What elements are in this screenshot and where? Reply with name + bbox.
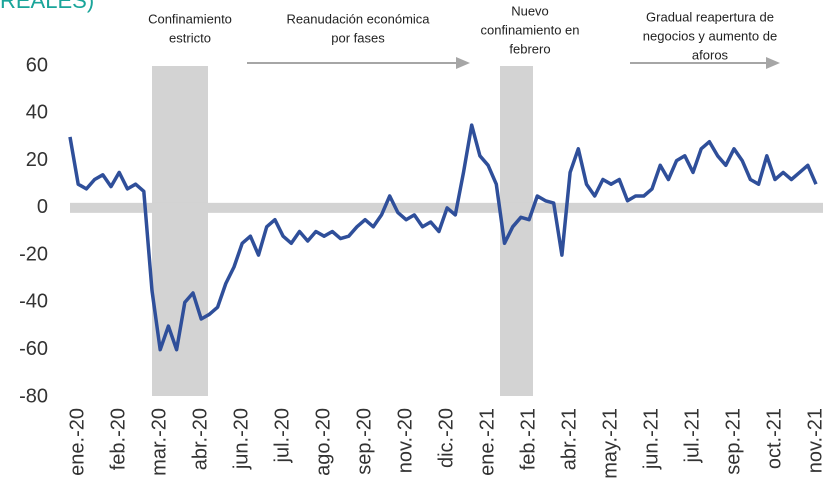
annotation: aforos: [692, 47, 729, 62]
annotation: por fases: [331, 30, 385, 45]
y-tick-label: -60: [19, 338, 48, 360]
x-tick-label: feb.-21: [517, 408, 539, 470]
x-tick-label: abr.-21: [558, 408, 580, 470]
arrow: [247, 57, 470, 69]
annotation: Reanudación económica: [286, 11, 430, 26]
x-tick-label: nov.-21: [804, 408, 823, 473]
annotation: negocios y aumento de: [643, 28, 777, 43]
x-tick-label: ene.-21: [476, 408, 498, 476]
x-tick-label: ene.-20: [66, 408, 88, 476]
chart-title: REALES): [0, 0, 94, 13]
x-tick-label: jul.-20: [271, 408, 293, 463]
x-tick-label: oct.-21: [763, 408, 785, 469]
x-tick-label: jun.-21: [640, 408, 662, 470]
annotation: Confinamiento: [148, 11, 232, 26]
x-tick-label: mar.-20: [148, 408, 170, 476]
x-tick-label: feb.-20: [107, 408, 129, 470]
y-tick-label: 20: [26, 149, 48, 171]
arrow: [630, 57, 780, 69]
x-tick-label: jul.-21: [681, 408, 703, 463]
annotation: confinamiento en: [480, 22, 579, 37]
shaded-period: [500, 66, 533, 396]
annotation: Gradual reapertura de: [646, 9, 774, 24]
y-tick-label: -80: [19, 385, 48, 407]
shaded-period: [152, 66, 208, 396]
annotation: Nuevo: [511, 3, 549, 18]
annotation: febrero: [509, 41, 550, 56]
x-tick-label: ago.-20: [312, 408, 334, 476]
annotation: estricto: [169, 30, 211, 45]
x-tick-label: dic.-20: [435, 408, 457, 468]
y-tick-label: -40: [19, 291, 48, 313]
y-tick-label: 40: [26, 102, 48, 124]
x-tick-label: sep.-20: [353, 408, 375, 475]
x-tick-label: nov.-20: [394, 408, 416, 473]
y-tick-label: 0: [37, 196, 48, 218]
x-tick-label: may.-21: [599, 408, 621, 479]
x-tick-label: sep.-21: [722, 408, 744, 475]
data-line: [68, 123, 818, 352]
x-tick-label: abr.-20: [189, 408, 211, 470]
x-tick-label: jun.-20: [230, 408, 252, 470]
y-tick-label: 60: [26, 54, 48, 76]
y-tick-label: -20: [19, 243, 48, 265]
